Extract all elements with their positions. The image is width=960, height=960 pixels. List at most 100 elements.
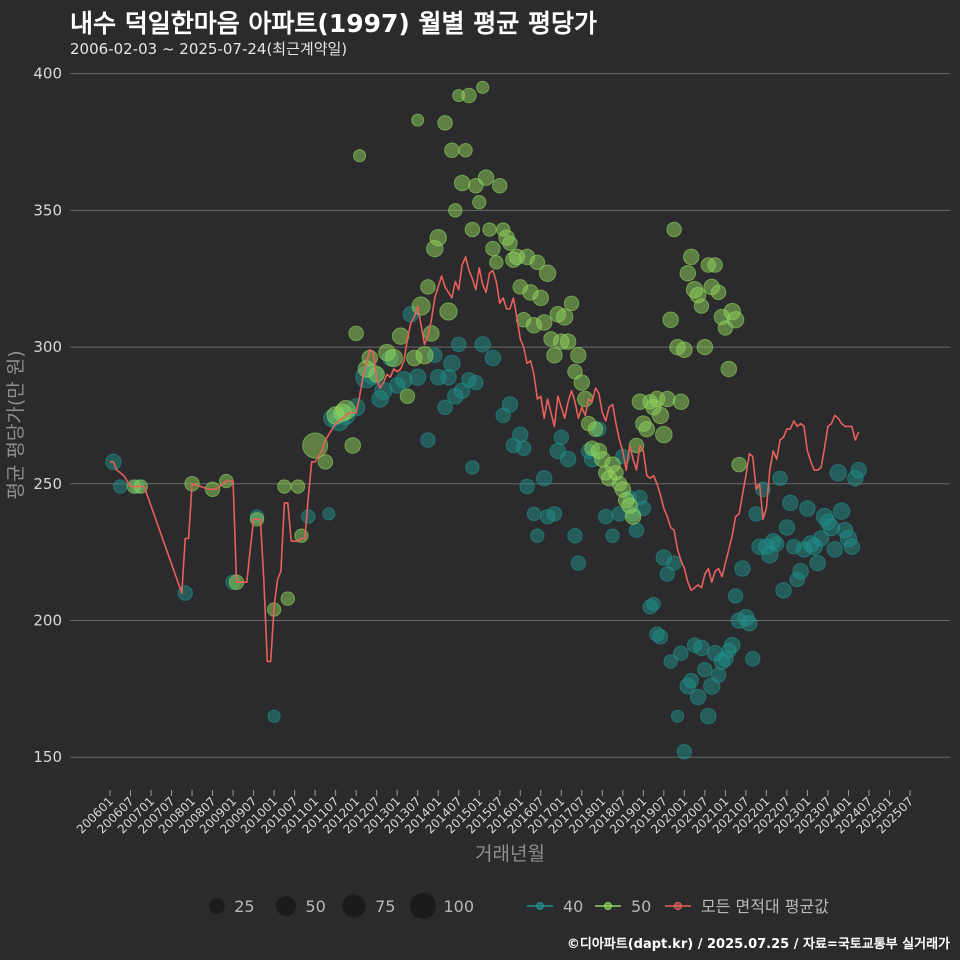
bubble-point-area-50: [555, 308, 574, 326]
bubble-point-area-50: [682, 248, 700, 266]
bubble-point-area-40: [553, 429, 570, 446]
bubble-point-area-40: [443, 354, 461, 373]
bubble-point-area-50: [277, 479, 292, 494]
y-tick-label: 150: [33, 748, 62, 766]
bubble-point-area-40: [526, 506, 542, 522]
bubble-point-area-50: [290, 479, 306, 494]
legend-size-label: 25: [234, 897, 254, 916]
bubble-point-area-40: [829, 464, 847, 482]
bubble-point-area-50: [731, 456, 747, 473]
legend-size-label: 100: [444, 897, 475, 916]
bubble-point-area-40: [772, 470, 788, 487]
bubble-point-area-50: [472, 194, 487, 210]
bubble-point-area-50: [391, 327, 410, 345]
bubble-point-area-50: [679, 265, 697, 282]
bubble-point-area-50: [335, 400, 356, 420]
bubble-point-area-40: [689, 688, 707, 706]
bubble-point-area-40: [530, 528, 545, 543]
legend-size-label: 50: [305, 897, 325, 916]
bubble-point-area-40: [676, 743, 693, 760]
bubble-point-area-40: [809, 554, 826, 572]
bubble-point-area-40: [546, 506, 563, 522]
bubble-point-area-50: [439, 302, 458, 321]
bubble-point-area-40: [597, 508, 614, 525]
bubble-point-area-50: [720, 360, 738, 378]
bubble-point-area-40: [710, 667, 727, 683]
bubble-point-area-50: [453, 174, 471, 192]
bubble-point-area-50: [489, 255, 504, 270]
y-tick-label: 200: [33, 611, 62, 629]
bubble-point-area-50: [437, 115, 453, 131]
bubble-point-area-40: [700, 707, 717, 725]
bubble-point-area-50: [461, 87, 477, 104]
bubble-point-area-40: [659, 566, 676, 582]
bubble-point-area-40: [782, 494, 799, 512]
bubble-point-area-40: [734, 560, 751, 577]
bubble-point-area-40: [826, 541, 844, 558]
bubble-point-area-50: [559, 333, 577, 350]
y-axis-label: 평균 평당가(만 원): [5, 350, 27, 499]
bubble-point-area-40: [812, 530, 830, 547]
bubble-point-area-50: [485, 240, 501, 257]
bubble-point-area-40: [484, 349, 502, 367]
bubble-point-area-40: [778, 519, 796, 536]
bubble-point-area-50: [458, 143, 473, 158]
bubble-point-area-50: [666, 221, 682, 238]
bubble-point-area-50: [638, 420, 656, 438]
bubble-point-area-40: [420, 432, 436, 448]
source-caption: ©디아파트(dapt.kr) / 2025.07.25 / 자료=국토교통부 실…: [566, 937, 950, 952]
bubble-point-area-40: [559, 450, 577, 468]
legend-size-circle: [209, 898, 225, 914]
bubble-point-area-50: [444, 142, 460, 158]
bubble-point-area-40: [519, 478, 535, 495]
legend-avg-dot: [674, 902, 682, 910]
bubble-point-area-50: [429, 229, 447, 247]
bubble-point-area-50: [563, 295, 580, 312]
bubble-point-area-40: [301, 509, 316, 524]
bubble-point-area-40: [605, 528, 620, 543]
bubble-point-area-50: [538, 264, 557, 282]
bubble-point-area-40: [515, 440, 532, 456]
bubble-point-area-50: [696, 338, 714, 356]
bubble-point-area-50: [535, 314, 553, 331]
bubble-point-area-40: [748, 506, 764, 522]
bubble-point-area-40: [663, 654, 678, 669]
chart-subtitle: 2006-02-03 ~ 2025-07-24(최근계약일): [70, 40, 348, 58]
bubble-point-area-40: [267, 709, 281, 723]
bubble-point-area-40: [843, 538, 861, 555]
bubble-point-area-40: [673, 645, 689, 662]
bubble-point-area-40: [628, 522, 645, 539]
bubble-point-area-50: [411, 296, 431, 316]
bubble-point-area-40: [670, 709, 685, 723]
bubble-point-area-40: [683, 672, 699, 689]
average-line-layer: [110, 256, 860, 663]
bubble-point-area-40: [768, 536, 785, 552]
y-gridlines: [70, 73, 950, 758]
bubble-point-area-50: [476, 80, 490, 94]
bubble-point-area-40: [799, 500, 816, 517]
bubble-point-area-50: [546, 347, 563, 364]
bubble-point-area-50: [662, 311, 679, 328]
legend-size-circle: [410, 893, 436, 919]
bubble-point-area-50: [672, 393, 690, 411]
bubble-point-area-40: [113, 479, 128, 494]
bubble-point-area-50: [659, 390, 676, 408]
bubble-point-area-50: [651, 406, 670, 425]
x-axis-label: 거래년월: [475, 843, 545, 865]
bubble-point-area-50: [353, 149, 367, 163]
bubble-point-area-40: [646, 596, 661, 612]
bubble-point-area-40: [567, 527, 583, 544]
bubble-point-area-50: [448, 203, 463, 218]
legend-area-label: 40: [563, 897, 583, 916]
bubble-point-area-40: [535, 470, 553, 487]
bubble-point-area-50: [491, 178, 508, 194]
y-tick-label: 250: [33, 475, 62, 493]
bubble-point-area-40: [408, 368, 427, 386]
bubble-point-area-50: [532, 289, 550, 307]
average-price-line: [110, 256, 860, 663]
bubble-point-area-50: [693, 298, 710, 314]
chart-title: 내수 덕일한마음 아파트(1997) 월별 평균 평당가: [70, 9, 597, 38]
bubble-point-area-40: [775, 582, 792, 599]
legend: 25 50 75 100 40 50 모든 면적대 평균값: [209, 893, 829, 919]
bubble-point-area-50: [587, 421, 604, 437]
